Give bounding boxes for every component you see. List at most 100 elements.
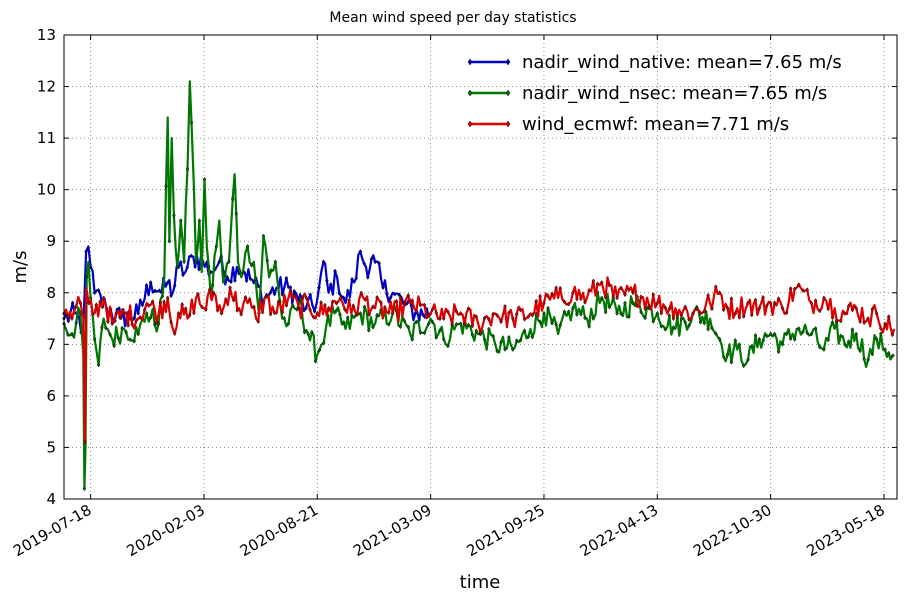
data-point xyxy=(518,337,523,343)
data-point xyxy=(554,321,558,327)
data-point xyxy=(550,291,554,297)
data-point xyxy=(784,331,789,337)
data-point xyxy=(599,295,604,301)
data-point xyxy=(687,317,691,323)
data-point xyxy=(176,310,181,316)
data-point xyxy=(499,319,503,325)
data-point xyxy=(363,297,367,303)
data-point xyxy=(694,306,699,312)
data-point xyxy=(354,275,359,281)
data-point xyxy=(422,330,427,336)
data-point xyxy=(579,311,583,317)
data-point xyxy=(454,309,459,314)
data-point xyxy=(169,319,173,325)
data-point xyxy=(843,341,847,347)
data-point xyxy=(98,299,102,305)
data-point xyxy=(643,315,647,321)
data-point xyxy=(183,306,188,311)
data-point xyxy=(478,330,483,335)
series-line xyxy=(63,276,896,444)
data-point xyxy=(534,298,539,304)
data-point xyxy=(733,310,738,316)
data-point xyxy=(386,322,391,327)
data-point xyxy=(571,290,575,296)
data-point xyxy=(813,298,818,303)
data-point xyxy=(627,314,631,320)
data-point xyxy=(227,259,231,265)
data-point xyxy=(874,336,879,342)
data-point xyxy=(655,300,660,306)
data-point xyxy=(850,307,855,313)
data-point xyxy=(338,295,343,301)
data-point xyxy=(265,258,270,264)
data-point xyxy=(406,324,411,330)
data-point xyxy=(280,309,285,315)
data-point xyxy=(228,285,232,291)
data-point xyxy=(394,298,399,304)
y-axis-title: m/s xyxy=(10,251,31,284)
data-point xyxy=(375,312,379,318)
data-point xyxy=(345,288,350,294)
data-point xyxy=(854,305,859,311)
data-point xyxy=(334,308,339,314)
data-point xyxy=(313,358,318,364)
data-point xyxy=(418,302,423,308)
data-point xyxy=(862,356,866,362)
data-point xyxy=(651,319,656,324)
data-point xyxy=(280,292,285,297)
data-point xyxy=(366,274,370,280)
data-point xyxy=(757,336,762,342)
data-point xyxy=(627,287,631,293)
data-point xyxy=(450,321,454,327)
data-point xyxy=(308,292,313,298)
data-point xyxy=(883,321,887,327)
data-point xyxy=(858,348,862,354)
data-point xyxy=(140,302,145,308)
data-point xyxy=(225,274,230,280)
y-tick-label: 7 xyxy=(46,335,56,353)
data-point xyxy=(214,243,219,249)
data-point xyxy=(381,285,385,291)
data-point xyxy=(405,300,410,306)
data-point xyxy=(846,339,851,345)
x-tick-label: 2020-08-21 xyxy=(237,501,322,560)
data-point xyxy=(148,315,153,320)
data-point xyxy=(204,307,208,313)
data-point xyxy=(470,332,475,338)
data-point xyxy=(130,321,134,327)
data-point xyxy=(325,278,329,284)
data-point xyxy=(351,303,356,309)
data-point xyxy=(90,311,95,317)
data-point xyxy=(402,300,407,306)
data-point xyxy=(706,326,710,332)
data-point xyxy=(843,310,847,316)
data-point xyxy=(162,299,166,305)
data-point xyxy=(167,238,172,244)
data-point xyxy=(591,316,596,321)
data-point xyxy=(272,310,277,316)
data-point xyxy=(386,310,391,316)
x-tick-label: 2019-07-18 xyxy=(10,501,95,560)
data-point xyxy=(595,281,600,287)
data-point xyxy=(741,363,746,369)
data-point xyxy=(144,310,149,316)
data-point xyxy=(579,296,583,302)
legend-label: nadir_wind_nsec: mean=7.65 m/s xyxy=(522,83,827,104)
data-point xyxy=(725,305,730,311)
data-point xyxy=(410,298,415,303)
data-point xyxy=(713,331,718,337)
data-point xyxy=(813,326,818,331)
data-point xyxy=(202,176,207,182)
data-point xyxy=(805,287,810,293)
data-point xyxy=(333,268,337,274)
legend: nadir_wind_native: mean=7.65 m/s nadir_wi… xyxy=(467,52,842,135)
data-point xyxy=(234,211,239,217)
data-point xyxy=(446,309,450,315)
data-point xyxy=(347,297,351,303)
data-point xyxy=(377,260,381,266)
data-point xyxy=(217,259,222,265)
data-point xyxy=(870,306,875,312)
data-point xyxy=(729,296,734,302)
data-point xyxy=(583,315,587,321)
data-point xyxy=(801,288,805,294)
